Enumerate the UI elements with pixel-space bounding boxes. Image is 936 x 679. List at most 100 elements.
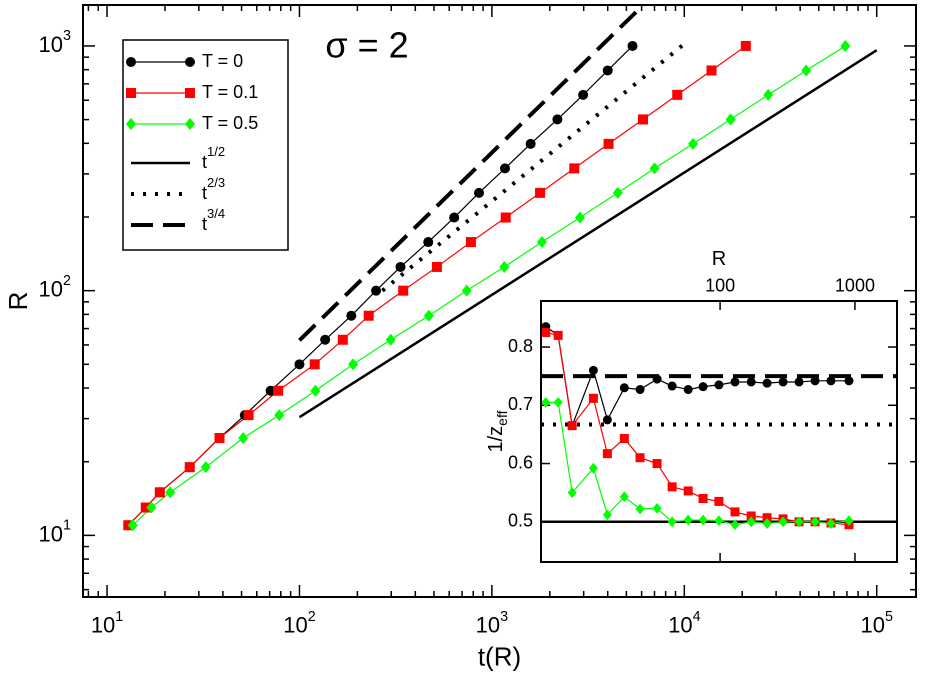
marker (185, 88, 195, 98)
marker (602, 65, 613, 76)
x-tick-label: 102 (283, 609, 315, 638)
marker (465, 237, 476, 248)
legend-label: t2/3 (202, 175, 225, 202)
marker (569, 163, 580, 174)
marker (826, 376, 836, 386)
marker (602, 449, 612, 459)
y-tick-label-sup: 3 (63, 28, 71, 44)
marker (778, 516, 788, 528)
plot-frame (540, 300, 898, 563)
y-tick-label: 103 (38, 28, 70, 57)
marker (725, 113, 736, 126)
marker (603, 138, 614, 149)
x-tick-label-sup: 1 (115, 609, 123, 625)
legend-label-text: T = 0.5 (202, 113, 258, 133)
marker (385, 333, 396, 346)
marker (688, 137, 699, 150)
plot-frame (82, 4, 917, 598)
marker (185, 118, 195, 130)
legend-label-text: t (202, 214, 207, 234)
marker (619, 491, 629, 503)
marker (588, 462, 598, 474)
marker (574, 211, 585, 224)
series-line (381, 43, 685, 293)
marker (588, 365, 598, 375)
marker (126, 88, 136, 98)
legend-label-sup: 3/4 (207, 206, 225, 221)
marker (740, 40, 751, 51)
marker (398, 285, 409, 296)
marker (667, 381, 677, 391)
marker (567, 487, 577, 499)
y-axis-label-main: 1/z (485, 426, 507, 453)
marker (473, 187, 484, 198)
marker (371, 285, 382, 296)
legend-label-sup: 2/3 (207, 175, 225, 190)
x-tick-label-sup: 2 (308, 609, 316, 625)
x-tick-label-base: 10 (861, 613, 885, 638)
marker (635, 453, 645, 463)
marker (762, 378, 772, 388)
marker (154, 487, 165, 498)
x-tick-label-base: 10 (91, 613, 115, 638)
marker (672, 89, 683, 100)
x-tick-label: 105 (861, 609, 893, 638)
marker (763, 88, 774, 101)
marker (320, 334, 331, 345)
marker (337, 334, 348, 345)
marker (649, 162, 660, 175)
marker (714, 515, 724, 527)
marker (652, 374, 662, 384)
marker (730, 377, 740, 387)
x-axis-label: t(R) (478, 641, 521, 671)
marker (810, 376, 820, 386)
y-tick-label: 0.7 (508, 394, 533, 414)
marker (214, 432, 225, 443)
marker (706, 65, 717, 76)
marker (652, 503, 662, 514)
y-tick-label-base: 10 (38, 32, 62, 57)
marker (294, 359, 305, 370)
legend-label: t3/4 (202, 206, 225, 233)
marker (794, 516, 804, 528)
series-line (298, 49, 878, 419)
marker (140, 502, 151, 513)
x-tick-label: 103 (476, 609, 508, 638)
marker (567, 421, 577, 431)
legend-label-text: T = 0 (202, 51, 243, 71)
marker (525, 138, 536, 149)
marker (794, 377, 804, 387)
legend-label-text: T = 0.1 (202, 82, 258, 102)
x-tick-label-base: 10 (668, 613, 692, 638)
marker (778, 377, 788, 387)
marker (127, 519, 138, 532)
x-tick-label: 100 (705, 275, 735, 295)
marker (683, 486, 693, 496)
marker (714, 380, 724, 390)
marker (844, 515, 854, 527)
marker (746, 516, 756, 528)
marker (746, 511, 756, 521)
marker (801, 64, 812, 77)
marker (500, 163, 511, 174)
marker (826, 518, 836, 529)
marker (273, 385, 284, 396)
marker (243, 410, 254, 421)
x-axis-label: R (712, 248, 726, 270)
marker (578, 89, 589, 100)
legend-label: T = 0 (202, 51, 243, 71)
y-tick-label: 0.6 (508, 452, 533, 472)
y-axis-label-sub: eff (494, 410, 510, 425)
marker (126, 118, 136, 130)
y-tick-label: 102 (38, 273, 70, 302)
marker (844, 376, 854, 386)
marker (165, 486, 176, 499)
marker (553, 330, 563, 340)
marker (449, 212, 460, 223)
marker (552, 114, 563, 125)
marker (461, 284, 472, 297)
marker (431, 261, 442, 272)
marker (346, 310, 357, 321)
marker (395, 261, 406, 272)
